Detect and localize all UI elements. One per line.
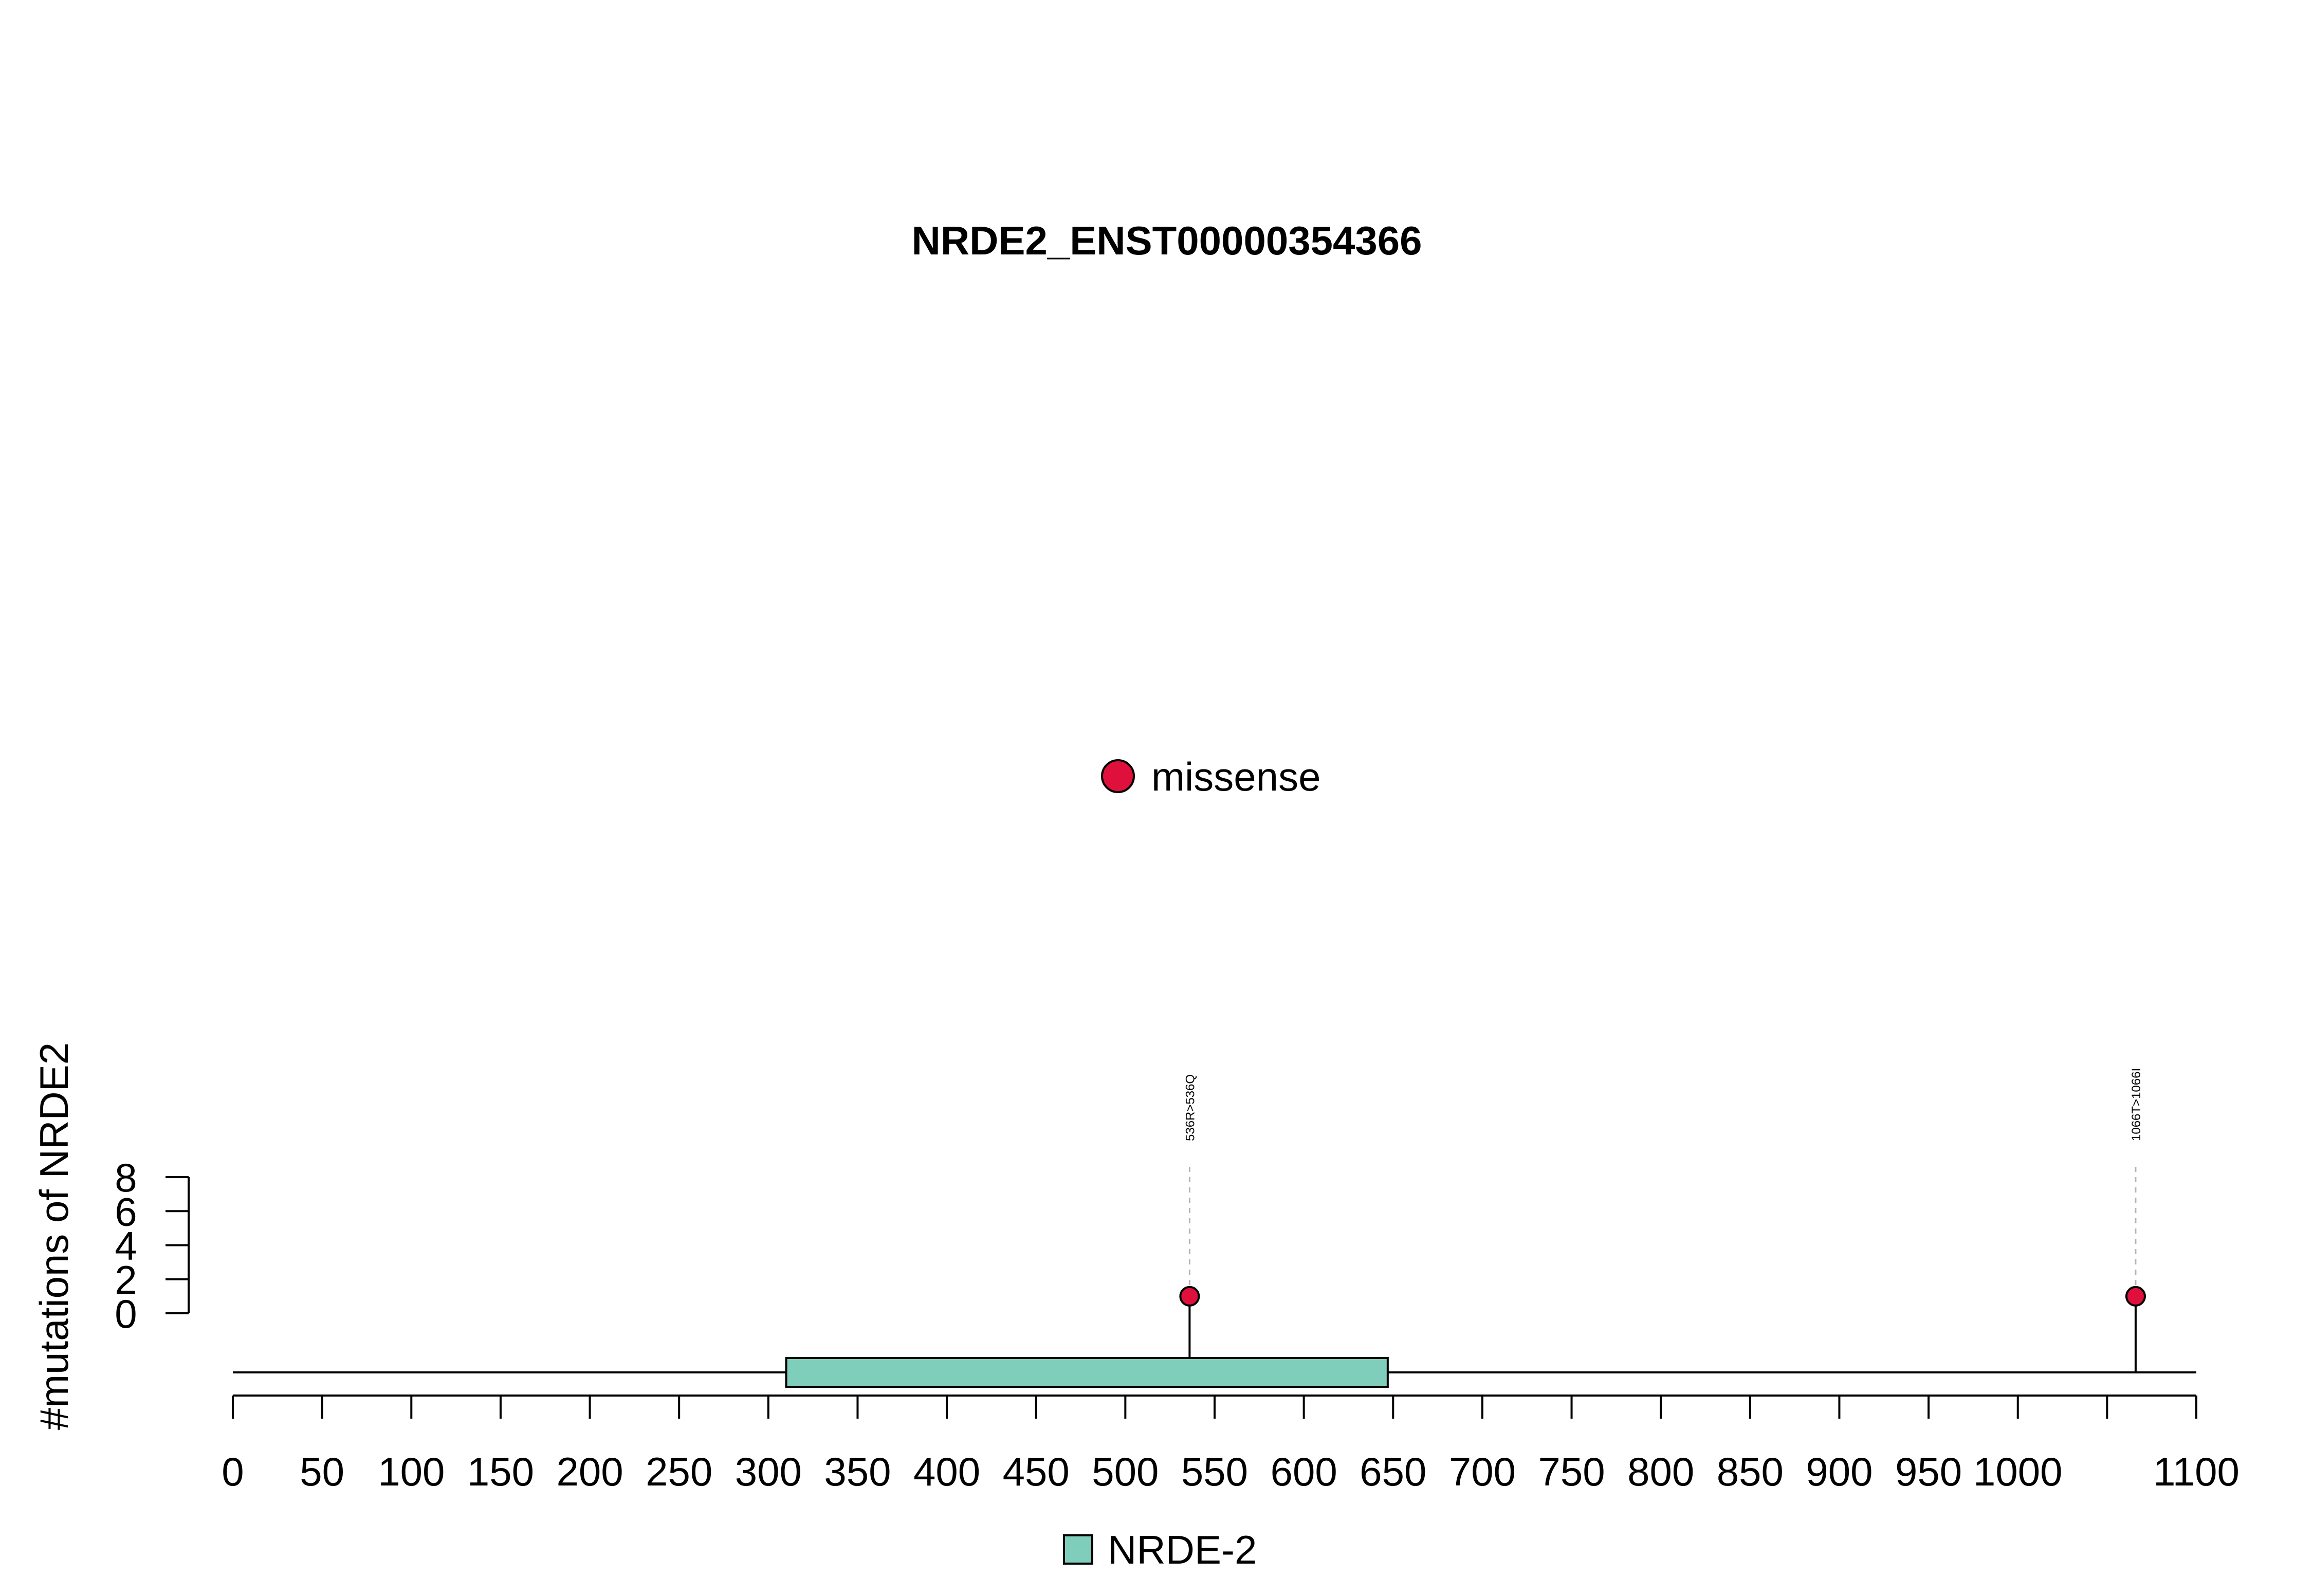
x-tick-label: 400 (913, 1449, 980, 1494)
y-tick-label: 0 (115, 1291, 137, 1336)
legend-nrde-2-label: NRDE-2 (1108, 1527, 1257, 1572)
x-tick-label: 450 (1003, 1449, 1070, 1494)
x-tick-label: 0 (222, 1449, 244, 1494)
x-tick-label: 500 (1092, 1449, 1159, 1494)
y-axis-label: #mutations of NRDE2 (31, 1042, 77, 1430)
y-tick-label: 8 (115, 1155, 137, 1200)
x-tick-label: 1100 (2153, 1449, 2239, 1494)
domain-nrde-2 (785, 1357, 1389, 1388)
x-tick-label: 100 (378, 1449, 445, 1494)
lollipops: 536R>536Q 1066T>1066I (1179, 1068, 2146, 1372)
x-tick-label: 300 (735, 1449, 802, 1494)
mutation-label: 1066T>1066I (2130, 1068, 2143, 1141)
mutation-marker (1179, 1286, 1200, 1307)
x-tick-label: 600 (1271, 1449, 1337, 1494)
mutation-marker (2125, 1286, 2146, 1307)
x-tick-label: 800 (1627, 1449, 1694, 1494)
legend-missense-label: missense (1151, 754, 1320, 799)
y-tick-label: 2 (115, 1257, 137, 1303)
x-tick-label: 650 (1360, 1449, 1426, 1494)
y-tick-label: 6 (115, 1189, 137, 1234)
y-tick-label: 4 (115, 1223, 137, 1269)
x-tick-label: 150 (467, 1449, 534, 1494)
x-axis: 0 50 100 150 200 250 300 350 400 450 500 550 600 650 7… (222, 1395, 2239, 1494)
x-tick-label: 50 (300, 1449, 344, 1494)
mutation-label: 536R>536Q (1183, 1074, 1197, 1141)
x-tick-label: 350 (824, 1449, 891, 1494)
legend-missense-marker (1101, 759, 1135, 793)
x-tick-label: 200 (556, 1449, 623, 1494)
protein-track (233, 1357, 2196, 1388)
x-tick-label: 550 (1181, 1449, 1248, 1494)
x-tick-label: 700 (1449, 1449, 1516, 1494)
x-tick-label: 250 (646, 1449, 712, 1494)
x-tick-label: 850 (1717, 1449, 1784, 1494)
x-tick-label: 1000 (1973, 1449, 2063, 1494)
x-tick-label: 750 (1538, 1449, 1605, 1494)
x-tick-label: 950 (1895, 1449, 1962, 1494)
x-tick-label: 900 (1806, 1449, 1873, 1494)
legend-nrde-2-swatch (1063, 1534, 1093, 1565)
domain-legend: NRDE-2 (1063, 1527, 1257, 1572)
mutation-legend: missense (1101, 754, 1320, 799)
chart-title: NRDE2_ENST00000354366 (912, 218, 1422, 263)
